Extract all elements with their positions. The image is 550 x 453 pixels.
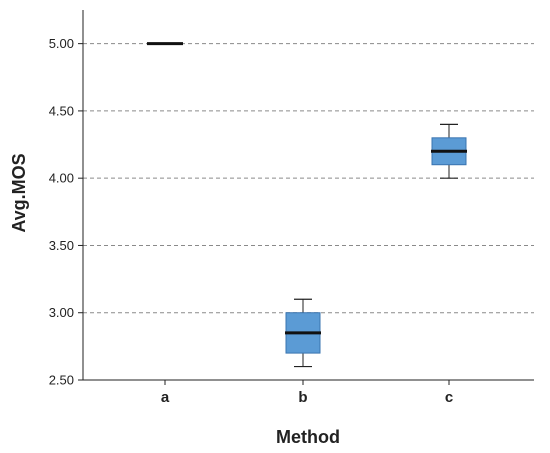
- y-tick-label-1: 3.00: [49, 305, 74, 320]
- y-tick-label-5: 5.00: [49, 36, 74, 51]
- y-tick-label-0: 2.50: [49, 373, 74, 388]
- x-tick-label-c: c: [445, 389, 453, 406]
- x-tick-label-b: b: [298, 389, 307, 406]
- box-c: [431, 123, 467, 179]
- grid-lines: [83, 43, 534, 314]
- x-tick-labels: a b c: [161, 380, 453, 406]
- axes: [82, 10, 534, 381]
- y-axis-title: Avg.MOS: [9, 153, 29, 232]
- box-b: [285, 298, 321, 368]
- boxes: [147, 42, 467, 368]
- x-tick-label-a: a: [161, 389, 170, 406]
- y-tick-label-2: 3.50: [49, 238, 74, 253]
- y-tick-label-3: 4.00: [49, 171, 74, 186]
- y-tick-labels: 2.50 3.00 3.50 4.00 4.50 5.00: [49, 36, 83, 388]
- y-tick-label-4: 4.50: [49, 103, 74, 118]
- x-axis-title: Method: [276, 427, 340, 447]
